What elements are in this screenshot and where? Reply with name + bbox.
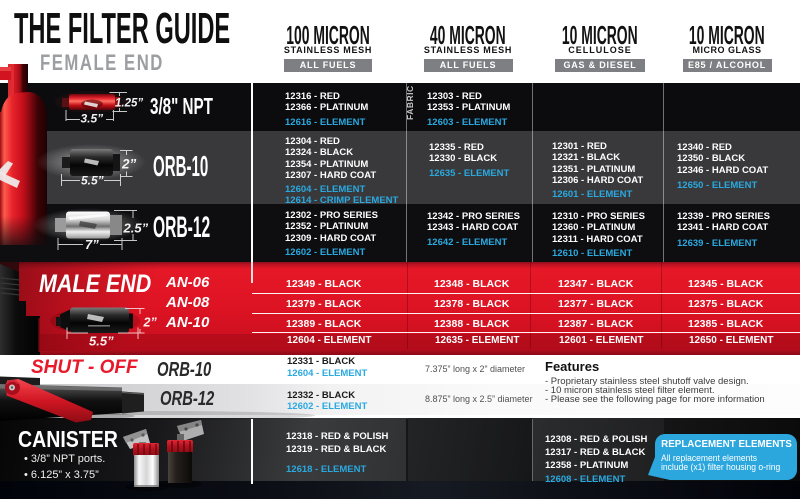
svg-text:2.5”: 2.5”	[123, 221, 149, 236]
svg-text:5.5”: 5.5”	[81, 174, 104, 188]
svg-text:1.25”: 1.25”	[115, 98, 143, 110]
svg-text:5.5”: 5.5”	[89, 334, 114, 349]
svg-text:3.5”: 3.5”	[81, 112, 104, 126]
svg-text:2”: 2”	[143, 316, 158, 330]
svg-text:7”: 7”	[85, 237, 99, 252]
svg-text:2”: 2”	[121, 157, 137, 172]
